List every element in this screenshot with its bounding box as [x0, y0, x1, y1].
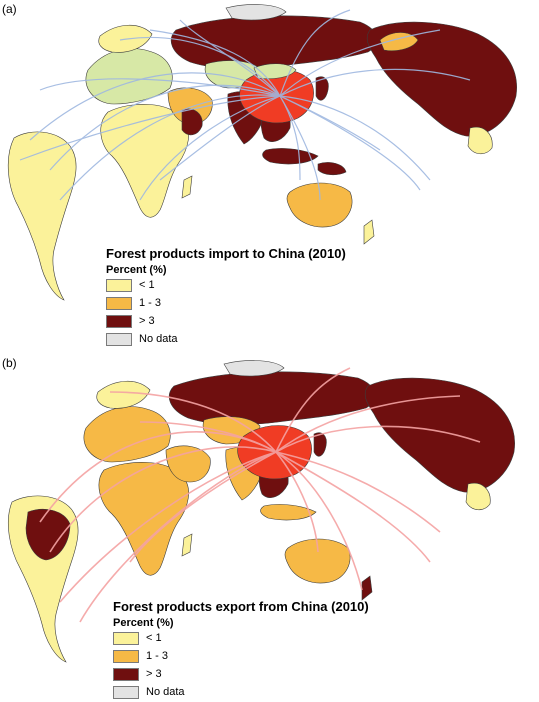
legend-label: No data [146, 686, 185, 698]
legend-subtitle: Percent (%) [113, 617, 174, 629]
north-america [364, 377, 515, 493]
legend-swatch [113, 649, 139, 663]
import-legend: Forest products import to China (2010) P… [106, 246, 346, 348]
legend-label: < 1 [139, 279, 155, 291]
legend-label: > 3 [146, 668, 162, 680]
middle-east [167, 87, 213, 125]
russia [170, 15, 378, 69]
legend-item: > 3 [106, 312, 346, 330]
legend-item: 1 - 3 [106, 294, 346, 312]
legend-swatch [106, 278, 132, 292]
legend-swatch [113, 685, 139, 699]
europe [85, 48, 173, 105]
export-map-panel: (b) Forest products export from China (2… [0, 352, 539, 702]
middle-east [165, 445, 211, 483]
legend-label: No data [139, 333, 178, 345]
alaska [379, 32, 419, 51]
africa [98, 462, 189, 576]
africa [100, 104, 189, 218]
madagascar [181, 175, 193, 199]
legend-item: 1 - 3 [113, 647, 369, 665]
mexico [465, 482, 491, 511]
import-map [7, 4, 517, 301]
greenland [223, 360, 285, 377]
export-legend: Forest products export from China (2010)… [113, 599, 369, 701]
legend-label: > 3 [139, 315, 155, 327]
korea-japan [313, 432, 327, 457]
new-zealand [363, 219, 375, 245]
scandinavia [96, 380, 151, 409]
madagascar [181, 533, 193, 557]
panel-label-b: (b) [2, 356, 17, 370]
legend-swatch [113, 631, 139, 645]
papua [317, 162, 347, 176]
greenland [225, 4, 287, 21]
legend-label: 1 - 3 [146, 650, 169, 662]
legend-item: No data [113, 683, 369, 701]
legend-swatch [113, 667, 139, 681]
import-flow-lines [19, 9, 471, 201]
legend-item: < 1 [113, 629, 369, 647]
export-flow-lines [39, 367, 481, 623]
korea-japan [315, 76, 329, 101]
legend-item: < 1 [106, 276, 346, 294]
indonesia [260, 504, 317, 521]
legend-item: > 3 [113, 665, 369, 683]
legend-title: Forest products export from China (2010) [113, 599, 369, 614]
indonesia [262, 148, 319, 165]
new-zealand [361, 575, 373, 601]
legend-swatch [106, 314, 132, 328]
brazil [25, 509, 71, 561]
europe [83, 406, 171, 463]
panel-label-a: (a) [2, 2, 17, 16]
export-landmasses [7, 360, 515, 663]
legend-label: < 1 [146, 632, 162, 644]
legend-title: Forest products import to China (2010) [106, 246, 346, 261]
legend-swatch [106, 296, 132, 310]
mexico [467, 126, 493, 155]
legend-swatch [106, 332, 132, 346]
australia [286, 182, 353, 228]
export-map [7, 360, 515, 663]
legend-item: No data [106, 330, 346, 348]
legend-label: 1 - 3 [139, 297, 162, 309]
import-landmasses [7, 4, 517, 301]
south-america [7, 131, 77, 301]
import-map-panel: (a) Forest products import to China (201… [2, 2, 517, 348]
australia [284, 538, 351, 584]
legend-subtitle: Percent (%) [106, 264, 167, 276]
